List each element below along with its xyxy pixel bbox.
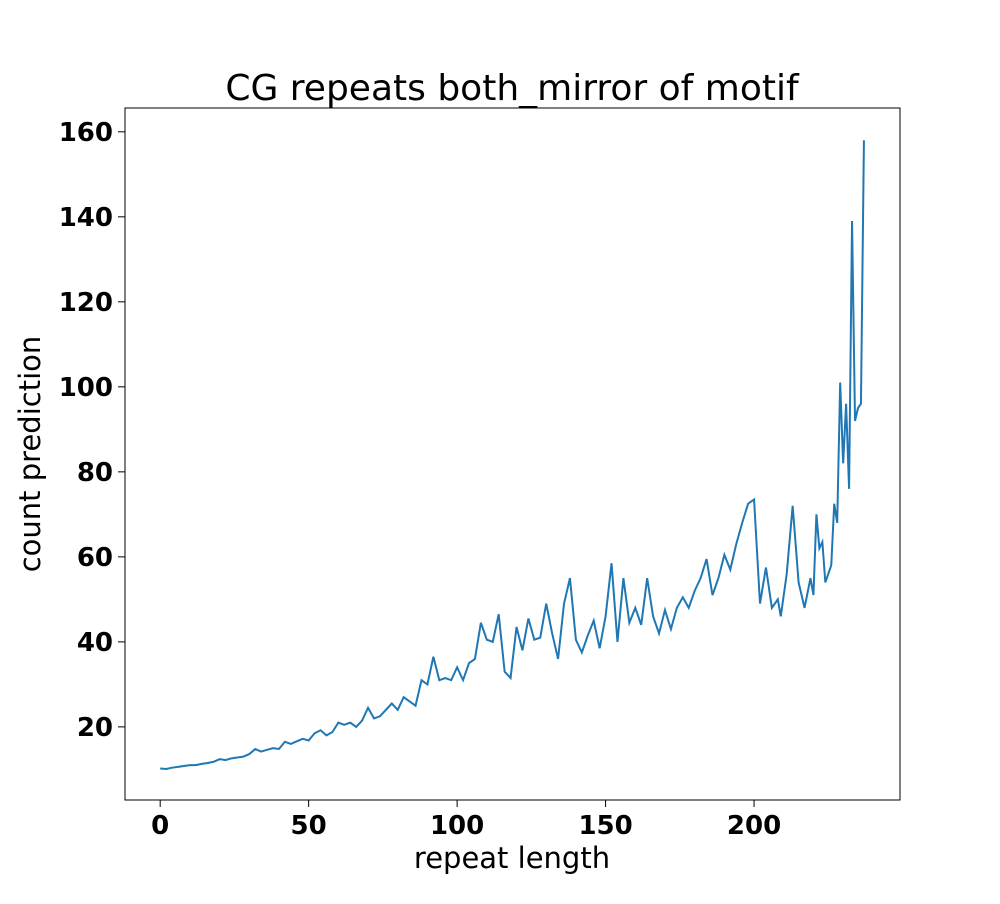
y-tick-label: 120 xyxy=(59,288,113,318)
x-tick-label: 200 xyxy=(727,811,781,841)
y-tick-label: 20 xyxy=(77,713,113,743)
y-tick-label: 80 xyxy=(77,458,113,488)
y-tick-label: 40 xyxy=(77,628,113,658)
x-tick-label: 0 xyxy=(151,811,169,841)
plot-frame xyxy=(124,107,901,801)
y-axis-label: count prediction xyxy=(13,336,47,573)
chart-title: CG repeats both_mirror of motif xyxy=(225,68,800,109)
y-tick-label: 60 xyxy=(77,543,113,573)
y-tick-label: 140 xyxy=(59,203,113,233)
x-tick-label: 150 xyxy=(578,811,632,841)
x-tick-label: 100 xyxy=(430,811,484,841)
x-tick-label: 50 xyxy=(291,811,327,841)
data-line xyxy=(160,140,865,770)
y-tick-label: 160 xyxy=(59,118,113,148)
x-axis-label: repeat length xyxy=(414,841,610,875)
y-tick-label: 100 xyxy=(59,373,113,403)
